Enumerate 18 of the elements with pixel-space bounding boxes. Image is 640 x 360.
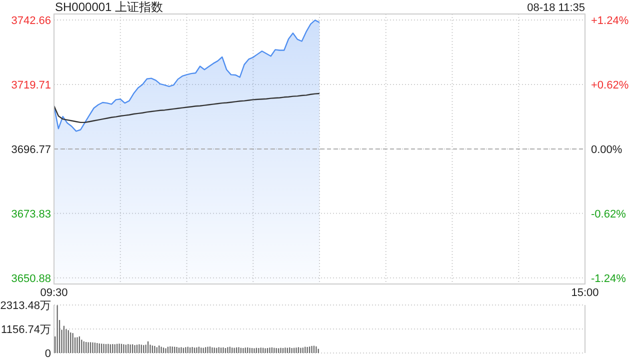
y-tick-label: 3742.66 — [11, 15, 51, 28]
annotation: 08-18 11:35 — [527, 2, 585, 14]
x-tick-label: 09:30 — [40, 287, 68, 299]
y2-tick-label: -0.62% — [591, 208, 626, 220]
y2-tick-label: +1.24% — [591, 15, 629, 28]
y-tick-label: 1156.74万 — [1, 324, 51, 336]
y2-tick-label: 0.00% — [591, 144, 622, 156]
chart-title: SH000001 上证指数 — [55, 0, 164, 14]
y2-tick-label: +0.62% — [591, 80, 629, 92]
y-tick-label: 3673.83 — [11, 208, 51, 220]
y-tick-label: 3696.77 — [11, 144, 51, 156]
y-tick-label: 0 — [44, 348, 51, 360]
y-tick-label: 3650.88 — [11, 272, 51, 285]
y-tick-label: 3719.71 — [11, 79, 51, 92]
line-series — [53, 92, 320, 124]
y-tick-label: 2313.48万 — [0, 300, 51, 312]
x-tick-label: 15:00 — [571, 287, 599, 299]
y2-tick-label: -1.24% — [591, 272, 626, 285]
